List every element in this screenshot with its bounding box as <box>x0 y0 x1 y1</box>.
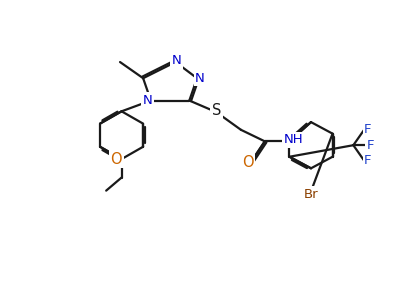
Text: S: S <box>211 103 220 118</box>
Text: F: F <box>363 154 371 167</box>
Text: Br: Br <box>303 188 317 201</box>
Text: N: N <box>171 54 181 67</box>
Text: N: N <box>195 72 204 85</box>
Text: O: O <box>241 155 253 170</box>
Text: N: N <box>142 94 152 107</box>
Text: NH: NH <box>283 133 302 146</box>
Text: O: O <box>110 152 122 166</box>
Text: F: F <box>363 123 371 136</box>
Text: F: F <box>366 139 373 152</box>
